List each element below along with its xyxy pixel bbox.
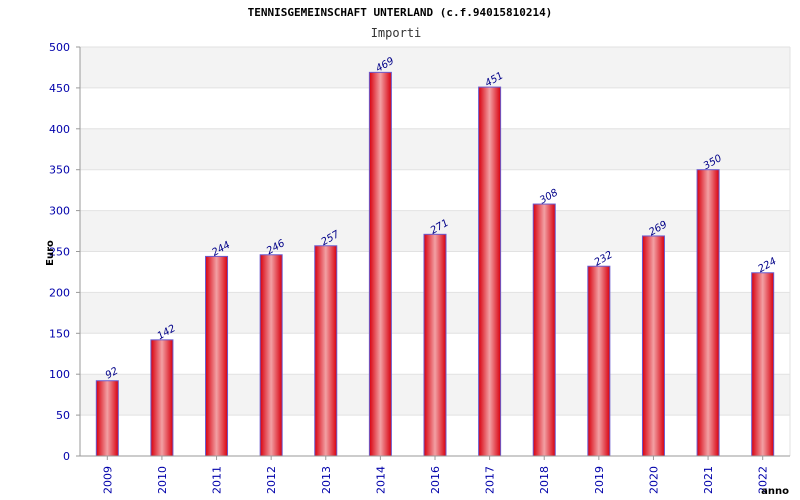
y-tick-label: 250 — [49, 246, 70, 259]
x-tick-label-2011: 2011 — [211, 466, 224, 494]
bar-2021 — [696, 169, 720, 457]
y-tick-label: 200 — [49, 286, 70, 299]
grid-band — [80, 128, 790, 170]
y-tick-label: 100 — [49, 368, 70, 381]
bar-2019 — [587, 265, 611, 457]
y-tick-label: 300 — [49, 205, 70, 218]
x-tick-label-2018: 2018 — [538, 466, 551, 494]
chart-subtitle: Importi — [371, 26, 422, 40]
x-tick-label-2019: 2019 — [593, 466, 606, 494]
y-tick-label: 350 — [49, 164, 70, 177]
bar-2018 — [532, 203, 556, 457]
y-tick-label: 400 — [49, 123, 70, 136]
grid-band — [80, 87, 790, 129]
bar-2011 — [205, 255, 229, 457]
x-tick-label-2016: 2016 — [429, 466, 442, 494]
bar-2012 — [259, 254, 283, 457]
y-tick-label: 0 — [63, 450, 70, 463]
chart-title: TENNISGEMEINSCHAFT UNTERLAND (c.f.940158… — [248, 6, 553, 19]
bar-2010 — [150, 339, 174, 457]
y-tick-label: 450 — [49, 82, 70, 95]
bar-2022 — [751, 272, 775, 457]
x-tick-label-2012: 2012 — [265, 466, 278, 494]
bar-2009 — [95, 380, 119, 457]
y-tick-label: 50 — [56, 409, 70, 422]
y-axis-label: Euro — [45, 240, 56, 266]
y-tick-label: 500 — [49, 41, 70, 54]
x-axis-label: anno — [761, 486, 789, 497]
bar-2017 — [478, 86, 502, 457]
grid-band — [80, 169, 790, 211]
bar-2013 — [314, 245, 338, 457]
x-tick-label-2022: 2022 — [757, 466, 770, 494]
bar-2020 — [641, 235, 665, 457]
x-tick-label-2010: 2010 — [156, 466, 169, 494]
bars — [95, 71, 775, 457]
x-tick-label-2021: 2021 — [702, 466, 715, 494]
x-tick-label-2017: 2017 — [484, 466, 497, 494]
x-tick-label-2020: 2020 — [647, 466, 660, 494]
bar-2016 — [423, 233, 447, 457]
x-tick-label-2009: 2009 — [101, 466, 114, 494]
y-tick-label: 150 — [49, 327, 70, 340]
x-axis-ticks: 2009 2010 2011 2012 2013 2014 2016 2017 2018 2019… — [101, 456, 770, 494]
grid-band — [80, 47, 790, 88]
x-tick-label-2013: 2013 — [320, 466, 333, 494]
y-axis-ticks: 0 50 100 150 200 250 300 350 400 450 500 — [49, 41, 80, 463]
x-tick-label-2014: 2014 — [374, 466, 387, 494]
bar-2014 — [368, 71, 392, 457]
